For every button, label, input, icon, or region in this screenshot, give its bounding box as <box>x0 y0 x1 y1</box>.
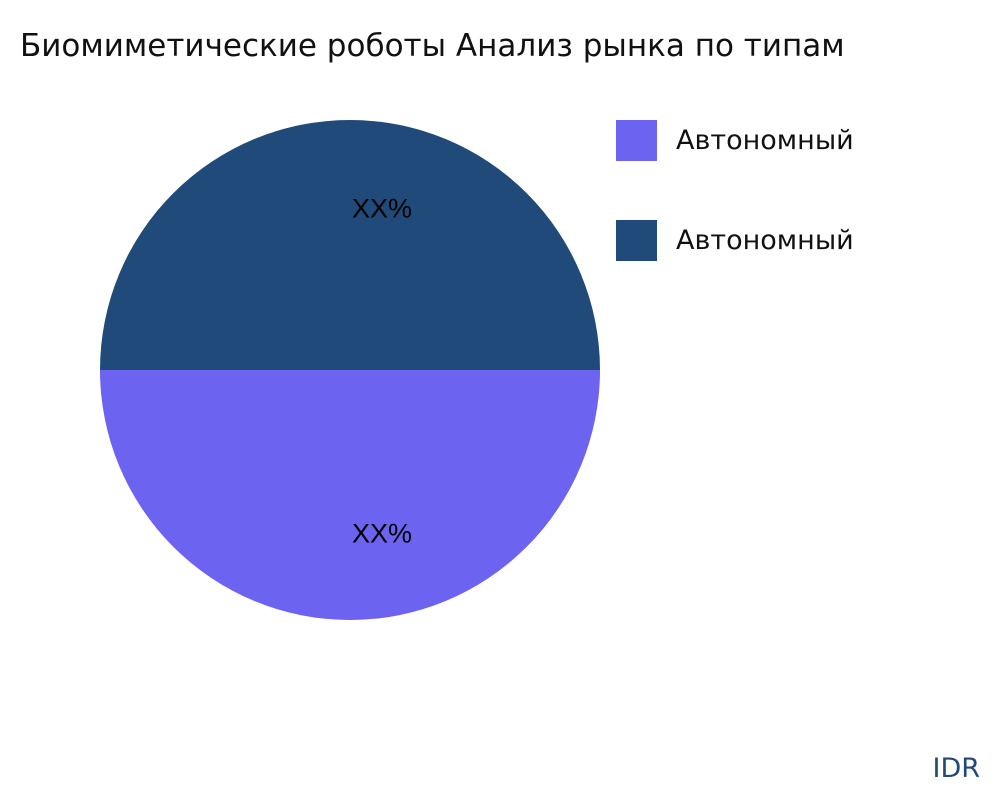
slice-data-label: XX% <box>352 519 412 549</box>
legend-label: Автономный <box>676 224 854 256</box>
pie-slice <box>100 370 600 620</box>
legend-swatch <box>616 119 657 161</box>
legend-item: Автономный <box>616 219 854 261</box>
watermark-logo: IDR <box>932 753 980 784</box>
pie-slice <box>100 120 600 370</box>
slice-data-label: XX% <box>352 194 412 224</box>
legend-item: Автономный <box>616 119 854 161</box>
legend-swatch <box>616 219 657 261</box>
legend-label: Автономный <box>676 124 854 156</box>
chart-title: Биомиметические роботы Анализ рынка по т… <box>20 28 845 64</box>
